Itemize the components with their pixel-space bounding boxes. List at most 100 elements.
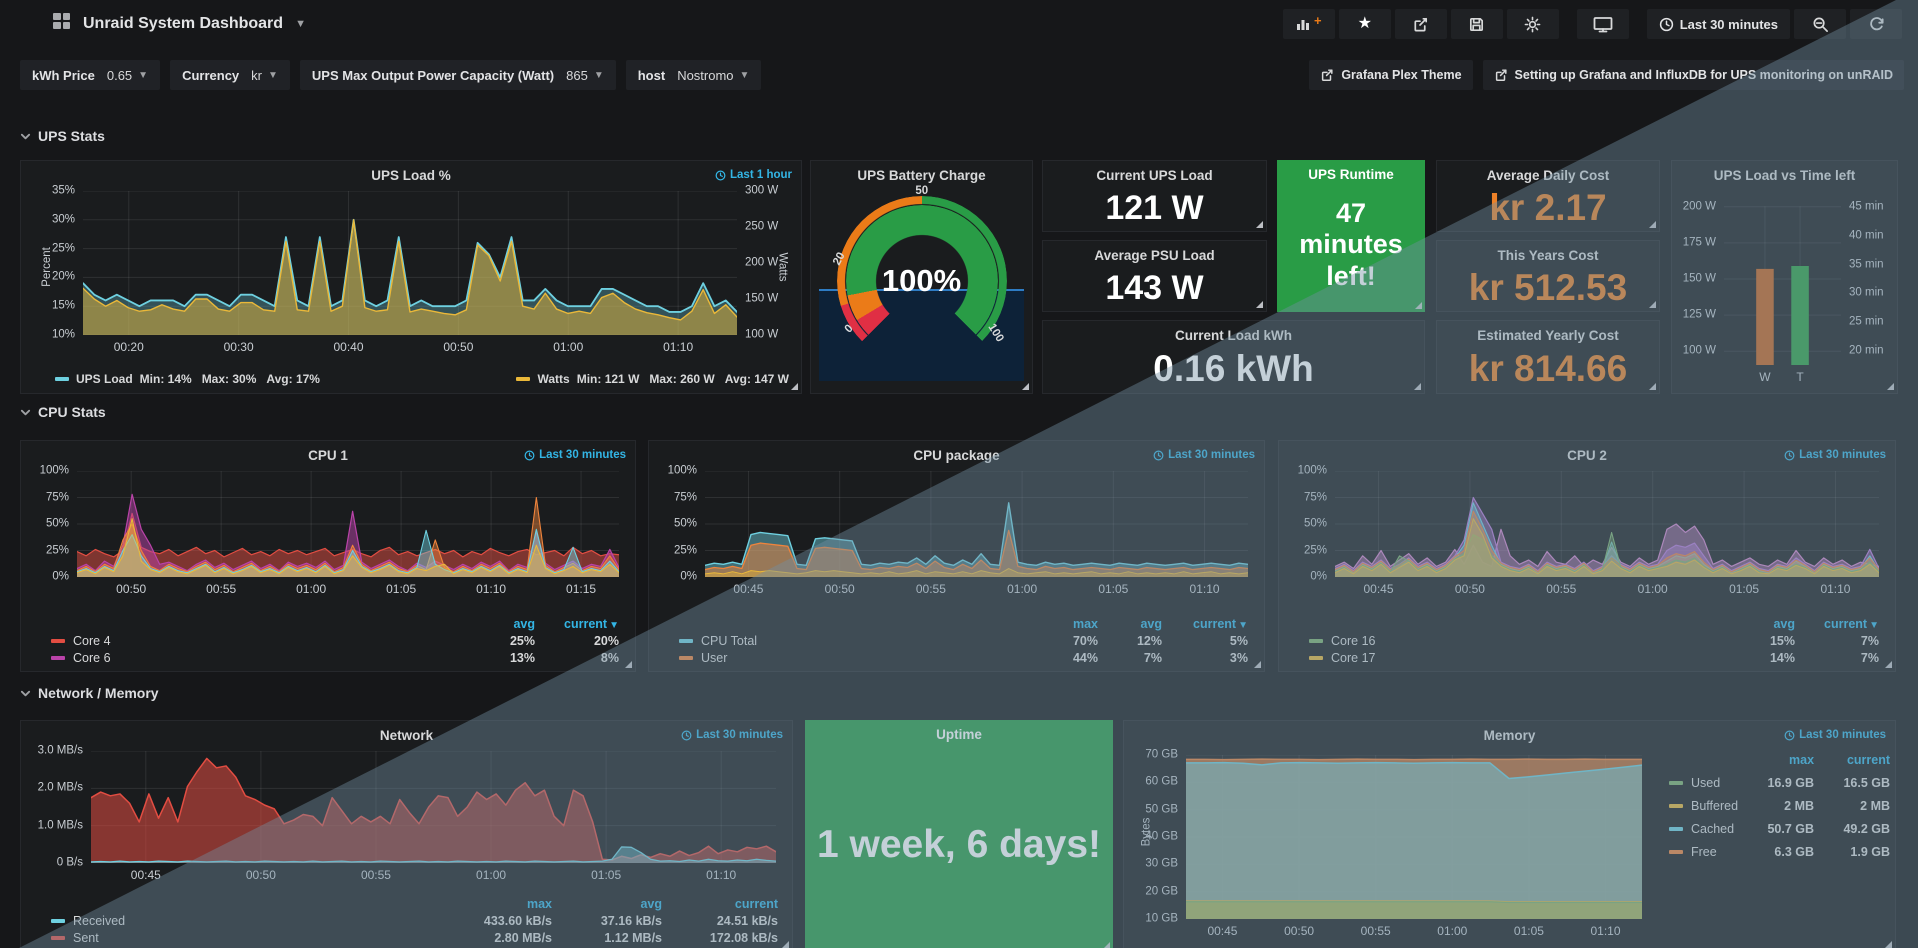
legend-sort-avg[interactable]: avg <box>1140 617 1162 631</box>
chevron-down-icon <box>20 690 31 696</box>
panel-cpu-1: CPU 1 Last 30 minutes 100% 75% 50% 25% 0% 00:… <box>20 440 636 672</box>
legend-swatch <box>679 656 693 660</box>
legend-item[interactable]: Buffered <box>1669 799 1738 813</box>
variable-kwh-price[interactable]: kWh Price 0.65 ▼ <box>20 60 161 90</box>
legend-sort-current[interactable]: current <box>734 897 778 911</box>
axis-tick: 0 B/s <box>56 856 83 869</box>
clock-icon <box>1659 17 1673 31</box>
cpu2-chart[interactable]: 100% 75% 50% 25% 0% 00:45 00:50 00:55 01:00 01:05… <box>1298 465 1879 595</box>
variable-host[interactable]: host Nostromo ▼ <box>625 60 762 90</box>
panel-average-daily-cost: Average Daily Cost kr 2.17 <box>1436 160 1660 232</box>
panel-memory: Memory Last 30 minutes Bytes 70 GB 60 GB 5… <box>1123 720 1896 948</box>
panel-ups-battery-charge: UPS Battery Charge 100% 0 20 50 100 <box>810 160 1033 394</box>
panel-time-range[interactable]: Last 30 minutes <box>1153 449 1255 461</box>
cpu1-chart[interactable]: 100% 75% 50% 25% 0% 00:50 00:55 01:00 01:05 01:10… <box>40 465 619 595</box>
axis-tick: 35 min <box>1849 257 1884 270</box>
add-panel-button[interactable]: + <box>1282 9 1335 39</box>
axis-tick: 01:10 <box>1189 582 1220 596</box>
legend-sort-current[interactable]: current ▼ <box>1193 617 1248 631</box>
gauge-value: 100% <box>881 263 962 298</box>
legend-item[interactable]: CPU Total <box>679 634 1014 648</box>
axis-tick: 01:00 <box>296 582 327 596</box>
panel-title[interactable]: UPS Load % <box>371 168 451 183</box>
legend-item[interactable]: Cached <box>1669 822 1738 836</box>
kiosk-mode-button[interactable] <box>1576 9 1629 39</box>
ups-load-vs-time-chart[interactable]: 200 W 175 W 150 W 125 W 100 W 45 min 40 min 35 … <box>1683 193 1884 383</box>
panel-this-years-cost: This Years Cost kr 512.53 <box>1436 240 1660 312</box>
legend-sort-current[interactable]: current ▼ <box>564 617 619 631</box>
axis-tick: 300 W <box>745 184 779 197</box>
axis-tick: 01:10 <box>1820 582 1851 596</box>
legend-item-watts[interactable]: Watts Min: 121 W Max: 260 W Avg: 147 W <box>516 372 789 386</box>
zoom-out-button[interactable] <box>1794 9 1846 39</box>
title-caret-icon[interactable]: ▼ <box>295 18 306 30</box>
refresh-button[interactable] <box>1850 9 1902 39</box>
panel-time-range[interactable]: Last 1 hour <box>715 169 792 181</box>
legend-item[interactable]: User <box>679 651 1014 665</box>
section-cpu-stats[interactable]: CPU Stats <box>20 404 106 420</box>
dashboard-grid-icon[interactable] <box>52 13 71 35</box>
legend-item-ups-load[interactable]: UPS Load Min: 14% Max: 30% Avg: 17% <box>55 372 320 386</box>
legend-sort-avg[interactable]: avg <box>640 897 662 911</box>
legend-sort-avg[interactable]: avg <box>513 617 535 631</box>
settings-button[interactable] <box>1506 9 1559 39</box>
variable-currency[interactable]: Currency kr ▼ <box>170 60 290 90</box>
save-icon <box>1470 17 1484 31</box>
ups-load-chart[interactable]: 35% 30% 25% 20% 15% 10% 300 W 250 W 200 W 150 W 10… <box>52 185 778 353</box>
variable-ups-max-output[interactable]: UPS Max Output Power Capacity (Watt) 865… <box>299 60 616 90</box>
legend-item[interactable]: Core 17 <box>1309 651 1725 665</box>
axis-tick: 00:50 <box>245 868 276 882</box>
save-button[interactable] <box>1450 9 1503 39</box>
panel-time-range[interactable]: Last 30 minutes <box>524 449 626 461</box>
section-ups-stats[interactable]: UPS Stats <box>20 128 105 144</box>
clock-icon <box>1784 450 1795 460</box>
link-ups-monitoring-guide[interactable]: Setting up Grafana and InfluxDB for UPS … <box>1482 60 1904 90</box>
network-chart[interactable]: 3.0 MB/s 2.0 MB/s 1.0 MB/s 0 B/s 00:45 00:50 0… <box>38 745 776 881</box>
legend-sort-max[interactable]: max <box>1072 617 1098 631</box>
gear-icon <box>1524 16 1541 32</box>
axis-tick: 15% <box>51 299 75 312</box>
panel-cpu-package: CPU package Last 30 minutes 100% 75% 50% 25… <box>648 440 1265 672</box>
legend-sort-max[interactable]: max <box>526 897 552 911</box>
axis-tick: 00:45 <box>1207 924 1238 938</box>
legend-item[interactable]: Received <box>51 914 422 928</box>
section-network-memory[interactable]: Network / Memory <box>20 685 159 701</box>
axis-tick: 40 min <box>1849 228 1884 241</box>
monitor-icon <box>1593 16 1613 32</box>
legend-sort-current[interactable]: current <box>1846 753 1891 767</box>
axis-tick: 150 W <box>1682 272 1716 285</box>
chevron-down-icon: ▼ <box>138 69 149 81</box>
share-button[interactable] <box>1394 9 1447 39</box>
panel-time-range[interactable]: Last 30 minutes <box>681 729 783 741</box>
axis-tick: 100% <box>667 464 697 477</box>
legend-sort-current[interactable]: current ▼ <box>1824 617 1879 631</box>
legend-item[interactable]: Free <box>1669 845 1738 859</box>
axis-tick: 00:45 <box>733 582 764 596</box>
legend-item[interactable]: Used <box>1669 776 1738 790</box>
axis-tick: 01:05 <box>1098 582 1129 596</box>
legend-swatch <box>51 919 65 923</box>
favorite-button[interactable]: ★ <box>1338 9 1391 39</box>
axis-tick: 75% <box>45 490 69 503</box>
axis-tick: 100 W <box>745 328 779 341</box>
panel-time-range[interactable]: Last 30 minutes <box>1784 449 1886 461</box>
panel-time-range[interactable]: Last 30 minutes <box>1784 729 1886 741</box>
axis-tick: 00:30 <box>223 340 254 354</box>
legend-item[interactable]: Sent <box>51 931 422 945</box>
memory-chart[interactable]: 70 GB 60 GB 50 GB 40 GB 30 GB 20 GB 10 GB 00:45… <box>1145 749 1642 937</box>
time-range-picker[interactable]: Last 30 minutes <box>1646 9 1790 39</box>
cpu-package-chart[interactable]: 100% 75% 50% 25% 0% 00:45 00:50 00:55 01:00 01:05… <box>668 465 1248 595</box>
legend-swatch <box>679 639 693 643</box>
legend-item[interactable]: Core 4 <box>51 634 465 648</box>
link-grafana-plex-theme[interactable]: Grafana Plex Theme <box>1309 60 1473 90</box>
dashboard-title[interactable]: Unraid System Dashboard <box>83 15 284 32</box>
panel-cpu-2: CPU 2 Last 30 minutes 100% 75% 50% 25% 0% 00:… <box>1278 440 1896 672</box>
axis-tick: 00:55 <box>360 868 391 882</box>
legend-item[interactable]: Core 6 <box>51 651 465 665</box>
legend-item[interactable]: Core 16 <box>1309 634 1725 648</box>
refresh-icon <box>1869 16 1884 30</box>
legend-sort-avg[interactable]: avg <box>1773 617 1795 631</box>
axis-tick: 01:00 <box>1007 582 1038 596</box>
legend-sort-max[interactable]: max <box>1789 753 1815 767</box>
panel-title[interactable]: UPS Battery Charge <box>857 168 986 183</box>
